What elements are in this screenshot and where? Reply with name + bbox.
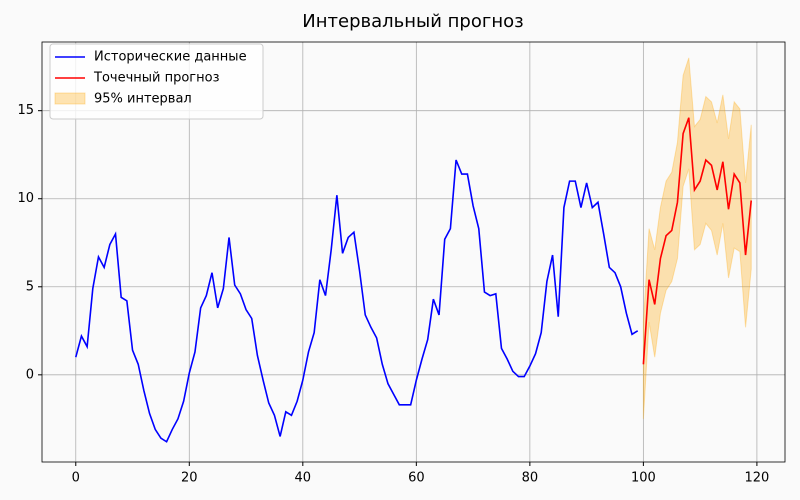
y-tick-label: 0 [26,367,34,382]
y-tick-label: 15 [17,103,34,118]
legend-swatch [54,92,86,105]
series-line [75,159,639,443]
x-tick-label: 20 [181,471,198,486]
axes-frame [41,41,786,463]
x-tick-label: 0 [72,471,80,486]
series-line [642,117,753,365]
y-tick-label: 5 [26,279,34,294]
y-tick-label: 10 [17,191,34,206]
x-tick-label: 120 [744,471,769,486]
x-tick-label: 100 [631,471,656,486]
legend-label: 95% интервал [94,92,192,107]
chart-title: Интервальный прогноз [302,11,523,32]
legend-label: Точечный прогноз [93,71,220,86]
x-tick-label: 40 [295,471,312,486]
interval-band [642,57,752,419]
x-tick-label: 80 [522,471,539,486]
x-tick-label: 60 [408,471,425,486]
legend-label: Исторические данные [94,50,247,65]
legend-box [49,43,264,120]
